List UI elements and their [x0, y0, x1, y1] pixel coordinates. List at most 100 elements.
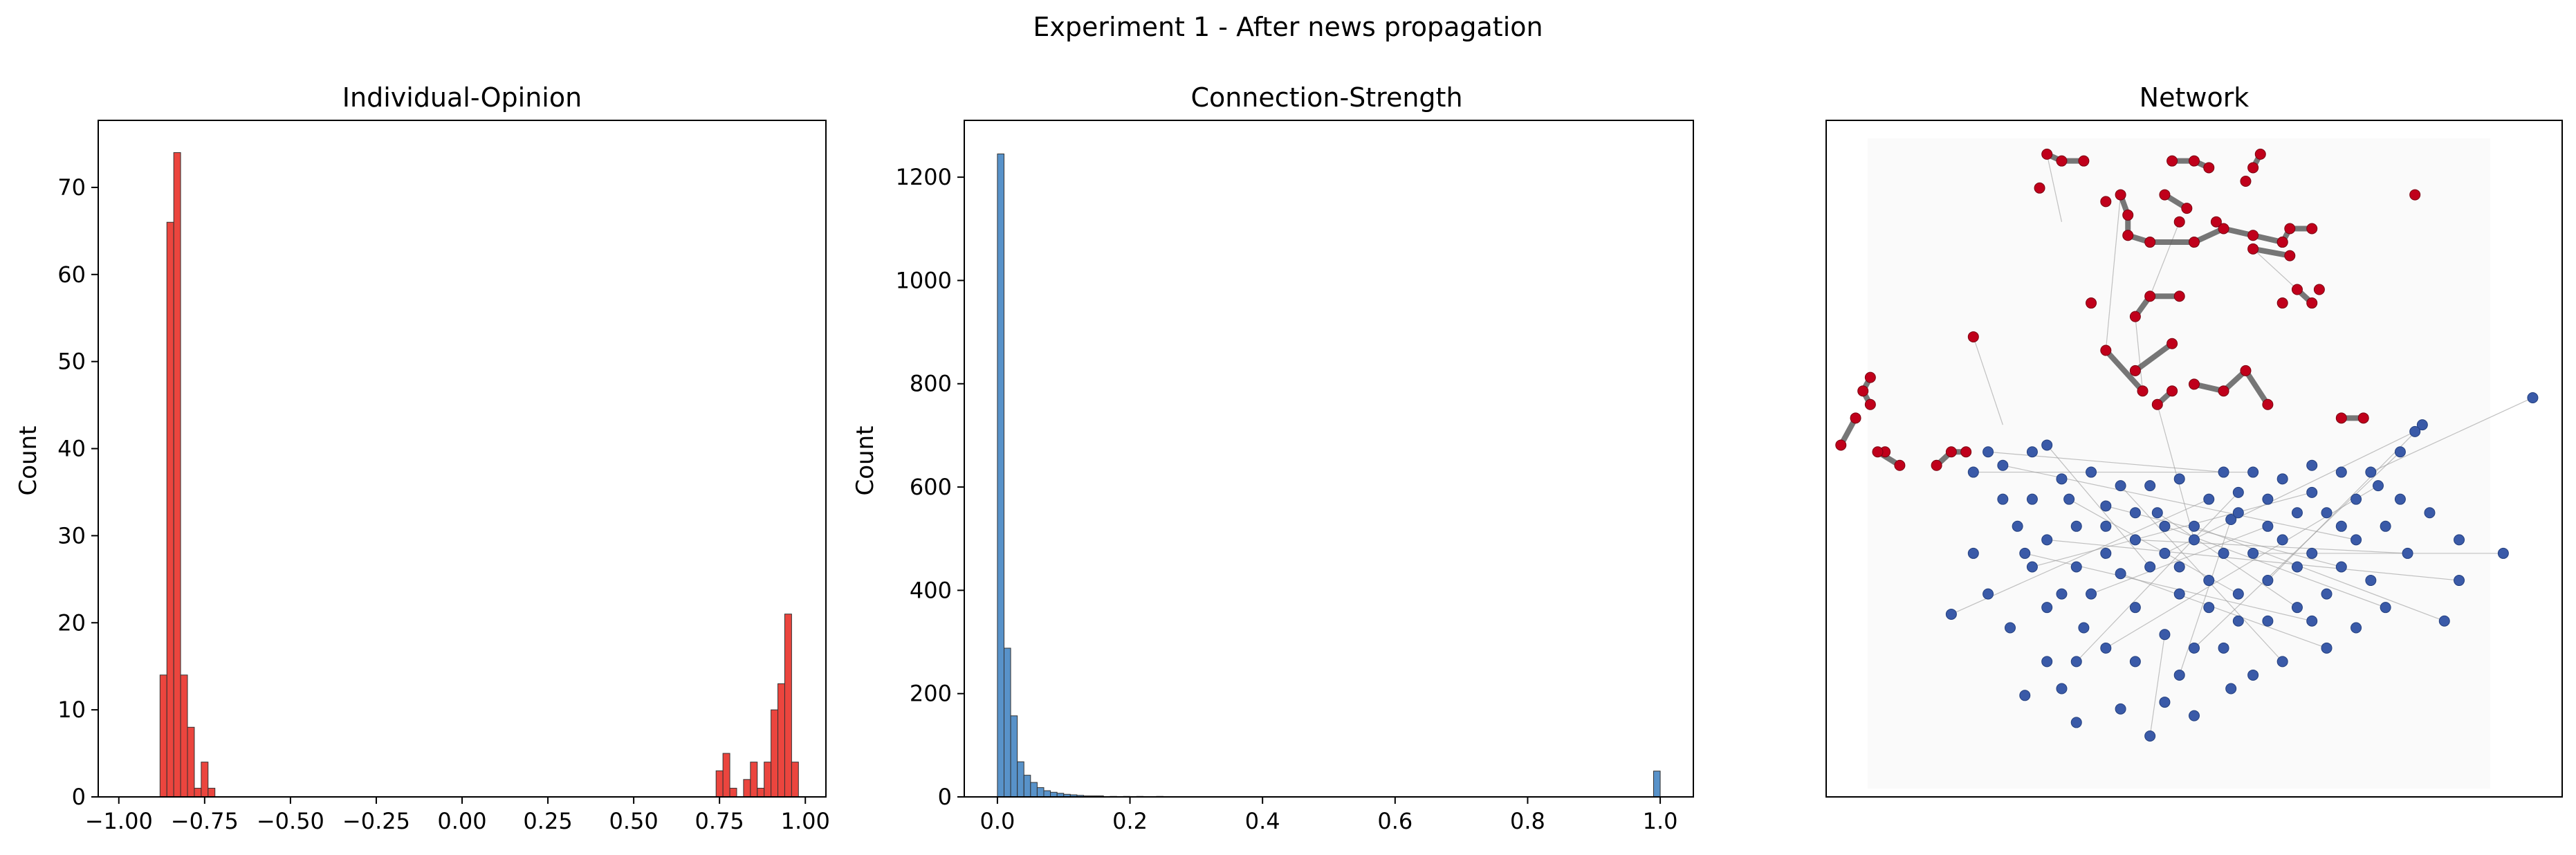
- opinion-bars: [159, 152, 799, 798]
- network-node-red-2: [2034, 182, 2045, 194]
- p1-bar-5: [1030, 782, 1038, 798]
- network-node-red-58: [2276, 237, 2288, 248]
- network-thin-edge-32: [2120, 573, 2327, 649]
- network-thin-edge-18: [1988, 451, 2224, 473]
- network-thin-edge-14: [2193, 451, 2401, 649]
- network-node-blue-30: [2159, 697, 2171, 708]
- network-node-red-20: [2247, 230, 2259, 241]
- network-thin-edge-29: [1951, 499, 2209, 615]
- network-node-blue-87: [2232, 507, 2244, 519]
- network-node-red-4: [2166, 155, 2178, 167]
- network-node-blue-28: [2225, 683, 2237, 695]
- p0-x-tick-label-4: 0.00: [437, 808, 486, 834]
- network-node-blue-82: [2100, 642, 2112, 654]
- network-thin-edge-4: [2252, 248, 2298, 290]
- network-node-blue-2: [2409, 425, 2421, 437]
- network-thin-edge-10: [2076, 492, 2239, 662]
- network-node-blue-18: [2335, 520, 2347, 532]
- network-node-blue-8: [2063, 493, 2075, 505]
- network-node-red-60: [2210, 216, 2222, 228]
- network-node-blue-23: [2380, 602, 2391, 614]
- network-node-blue-49: [2189, 534, 2200, 546]
- network-node-red-35: [2129, 365, 2141, 376]
- network-node-red-40: [2218, 385, 2229, 397]
- strength-x-ticks: 0.0 0.2 0.4 0.6 0.8 1.0: [979, 797, 1678, 834]
- network-background-haze: [1868, 138, 2490, 789]
- network-node-blue-39: [2144, 730, 2156, 742]
- network-node-blue-19: [2402, 547, 2413, 559]
- network-thin-edge-22: [2047, 539, 2460, 581]
- p0-bar-10: [729, 787, 737, 798]
- network-node-blue-58: [2173, 561, 2185, 573]
- network-node-blue-80: [2159, 629, 2171, 641]
- network-node-blue-56: [2115, 568, 2126, 580]
- p1-x-tick-label-2: 0.4: [1245, 808, 1280, 834]
- network-thin-edges: [1951, 154, 2533, 737]
- p0-x-tick-label-1: −0.75: [171, 808, 239, 834]
- p0-bar-0: [159, 674, 167, 798]
- network-node-red-13: [2115, 189, 2126, 201]
- network-node-red-25: [2291, 284, 2303, 295]
- network-node-red-8: [2247, 162, 2259, 174]
- network-node-blue-102: [2335, 466, 2347, 478]
- network-node-red-12: [2173, 216, 2185, 228]
- p1-bar-8: [1050, 791, 1058, 798]
- network-thick-edge-23: [2243, 367, 2271, 407]
- network-node-blue-16: [2225, 514, 2237, 526]
- network-node-red-42: [2262, 398, 2274, 410]
- network-node-red-0: [2041, 148, 2053, 160]
- network-node-blue-77: [2321, 588, 2333, 600]
- p0-bar-9: [722, 753, 730, 798]
- network-node-blue-0: [2527, 392, 2539, 403]
- network-node-blue-14: [2100, 500, 2112, 512]
- p0-x-tick-label-7: 0.75: [695, 808, 744, 834]
- p0-y-tick-label-1: 10: [57, 697, 86, 723]
- p1-bar-1: [1003, 647, 1011, 798]
- network-node-blue-92: [2380, 520, 2391, 532]
- opinion-x-ticks: −1.00 −0.75 −0.50 −0.25 0.00 0.25 0.50 0.75 1.00: [85, 797, 830, 834]
- network-node-blue-52: [2100, 547, 2112, 559]
- network-thin-edge-0: [2046, 154, 2063, 222]
- network-node-blue-17: [2262, 520, 2274, 532]
- network-node-blue-68: [2100, 520, 2112, 532]
- p1-y-tick-label-6: 1200: [896, 164, 952, 190]
- network-node-blue-5: [2306, 486, 2318, 498]
- network-node-blue-76: [2365, 575, 2377, 587]
- p1-bar-3: [1017, 761, 1024, 798]
- network-node-blue-1: [2416, 419, 2428, 431]
- network-node-blue-15: [2151, 507, 2163, 519]
- network-node-blue-29: [2189, 710, 2200, 721]
- network-graph: Network: [1825, 82, 2563, 798]
- p1-bar-20: [1653, 771, 1661, 798]
- network-node-blue-62: [2291, 602, 2303, 614]
- network-node-red-14: [2100, 196, 2112, 208]
- network-title: Network: [2140, 82, 2250, 113]
- network-node-blue-11: [1967, 466, 1979, 478]
- network-node-blue-48: [2218, 547, 2229, 559]
- network-node-red-19: [2218, 223, 2229, 235]
- p1-x-tick-label-1: 0.2: [1112, 808, 1148, 834]
- network-node-blue-64: [2276, 534, 2288, 546]
- network-node-red-54: [1894, 459, 1906, 471]
- network-node-red-50: [1850, 412, 1861, 424]
- network-node-red-39: [2189, 378, 2200, 390]
- network-node-blue-74: [2335, 561, 2347, 573]
- network-node-blue-90: [2321, 507, 2333, 519]
- network-node-red-17: [2144, 237, 2156, 248]
- network-node-blue-4: [2373, 480, 2384, 492]
- network-node-blue-94: [2247, 466, 2259, 478]
- network-node-red-16: [2122, 230, 2134, 241]
- p0-x-tick-label-5: 0.25: [523, 808, 572, 834]
- p0-y-tick-label-3: 30: [57, 522, 86, 549]
- network-thin-edge-7: [2046, 445, 2151, 567]
- network-node-red-18: [2189, 237, 2200, 248]
- network-node-blue-72: [2012, 520, 2023, 532]
- network-node-blue-47: [2306, 547, 2318, 559]
- network-node-red-59: [2306, 223, 2318, 235]
- network-thin-edge-9: [2120, 485, 2283, 662]
- network-node-blue-45: [2262, 575, 2274, 587]
- network-node-blue-70: [2041, 534, 2053, 546]
- network-thick-edge-19: [2132, 340, 2175, 374]
- network-node-blue-88: [2262, 493, 2274, 505]
- strength-y-ticks: 0 200 400 600 800 1000 1200: [896, 164, 964, 810]
